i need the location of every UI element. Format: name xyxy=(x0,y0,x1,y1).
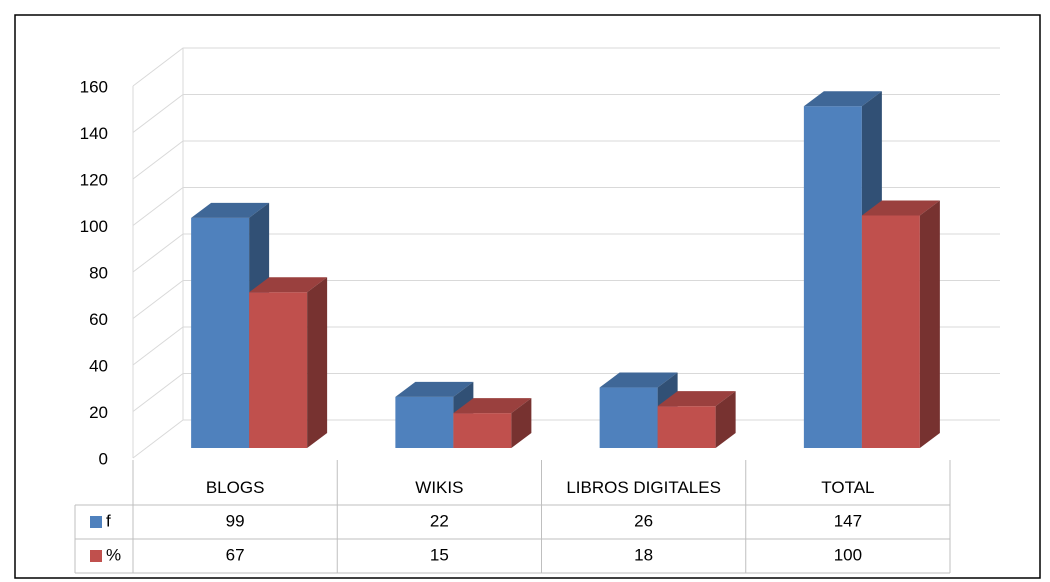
bar-side xyxy=(307,277,328,448)
table-cell: 18 xyxy=(634,545,653,564)
legend-label: f xyxy=(106,511,111,530)
bar-top xyxy=(453,398,532,414)
table-cell: 26 xyxy=(634,511,653,530)
bar-top xyxy=(395,381,474,397)
category-label: TOTAL xyxy=(821,478,874,497)
y-tick-label: 0 xyxy=(99,449,108,468)
bar-top xyxy=(191,202,270,218)
bar-front xyxy=(453,413,512,448)
y-tick-label: 140 xyxy=(80,124,108,143)
bar-side xyxy=(919,200,940,448)
table-cell: 22 xyxy=(430,511,449,530)
table-cell: 15 xyxy=(430,545,449,564)
bar-front xyxy=(657,406,716,448)
bar-top xyxy=(599,372,678,388)
bar-front xyxy=(803,106,862,448)
y-tick-label: 80 xyxy=(89,263,108,282)
legend-swatch xyxy=(90,516,102,528)
table-cell: 147 xyxy=(834,511,862,530)
category-label: LIBROS DIGITALES xyxy=(566,478,721,497)
bar-front xyxy=(191,217,250,448)
bar-front xyxy=(861,215,920,448)
legend-label: % xyxy=(106,545,121,564)
y-tick-label: 120 xyxy=(80,170,108,189)
table-cell: 100 xyxy=(834,545,862,564)
legend-swatch xyxy=(90,550,102,562)
table-cell: 99 xyxy=(226,511,245,530)
bar-top xyxy=(803,91,882,107)
bar-side xyxy=(715,391,736,448)
bar-front xyxy=(599,387,658,448)
bar-side xyxy=(511,398,532,448)
category-label: WIKIS xyxy=(415,478,463,497)
bar-front xyxy=(395,396,454,448)
bar-top xyxy=(657,391,736,407)
y-tick-label: 20 xyxy=(89,403,108,422)
bar-top xyxy=(861,200,940,216)
bar-top xyxy=(249,277,328,293)
bar-front xyxy=(249,292,308,448)
y-tick-label: 100 xyxy=(80,217,108,236)
y-tick-label: 160 xyxy=(80,77,108,96)
category-label: BLOGS xyxy=(206,478,265,497)
y-tick-label: 60 xyxy=(89,310,108,329)
y-tick-label: 40 xyxy=(89,356,108,375)
table-cell: 67 xyxy=(226,545,245,564)
